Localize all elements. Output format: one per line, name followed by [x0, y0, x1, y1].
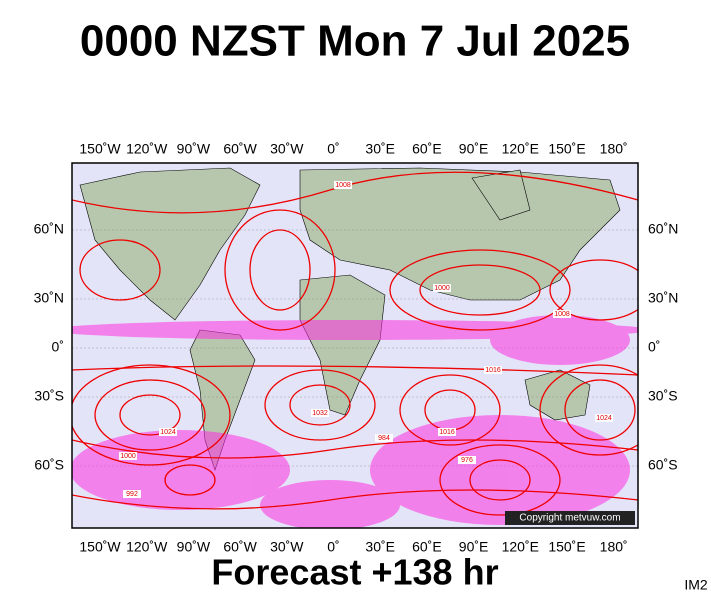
- bottom-lon-label: 150˚W: [79, 539, 121, 555]
- isobar-label-bg: [123, 490, 141, 498]
- isobar-label: 1000: [120, 453, 136, 460]
- title: 0000 NZST Mon 7 Jul 2025: [80, 17, 630, 66]
- isobar-label-bg: [438, 428, 456, 436]
- left-lat-label: 30˚N: [34, 290, 64, 306]
- bottom-lon-label: 60˚E: [412, 539, 442, 555]
- top-lon-label: 60˚W: [223, 141, 257, 157]
- left-lat-label: 30˚S: [34, 388, 64, 404]
- isobar-label: 1032: [312, 410, 328, 417]
- top-lon-label: 30˚E: [365, 141, 395, 157]
- copyright: Copyright metvuw.com: [519, 513, 620, 524]
- bottom-lon-label: 30˚W: [270, 539, 304, 555]
- rain-areas: [72, 315, 638, 528]
- bottom-lon-label: 90˚E: [459, 539, 489, 555]
- bottom-lon-label: 120˚E: [502, 539, 539, 555]
- isobar-label-bg: [159, 428, 177, 436]
- bottom-lon-label: 30˚E: [365, 539, 395, 555]
- top-lon-label: 180˚: [600, 141, 628, 157]
- bottom-lon-label: 0˚: [327, 539, 339, 555]
- isobar-label: 1024: [160, 429, 176, 436]
- isobar-label: 1016: [485, 367, 501, 374]
- left-lat-label: 60˚S: [34, 457, 64, 473]
- right-lat-label: 0˚: [648, 339, 660, 355]
- isobar-label: 1008: [554, 311, 570, 318]
- copyright-box: [505, 511, 635, 525]
- isobar-label-bg: [458, 456, 476, 464]
- isobar-labels: 1008 1016 1000 1024 1032 1016 1008 1000 1024 984 9…: [119, 181, 613, 498]
- isobar-label: 984: [378, 435, 390, 442]
- top-lon-label: 120˚W: [126, 141, 168, 157]
- isobar-label: 976: [461, 457, 473, 464]
- isobar-label-bg: [311, 409, 329, 417]
- top-lon-label: 120˚E: [502, 141, 539, 157]
- isobar-label-bg: [595, 414, 613, 422]
- isobar-label: 992: [126, 491, 138, 498]
- isobar-label-bg: [553, 310, 571, 318]
- isobar-label: 1000: [434, 285, 450, 292]
- bottom-lon-label: 90˚W: [177, 539, 211, 555]
- left-lat-label: 60˚N: [34, 221, 64, 237]
- right-lat-label: 60˚S: [648, 457, 678, 473]
- top-lon-label: 60˚E: [412, 141, 442, 157]
- map-frame: [71, 162, 639, 529]
- top-lon-label: 150˚E: [548, 141, 585, 157]
- image-code: IM2: [684, 577, 708, 593]
- bottom-lon-label: 60˚W: [223, 539, 257, 555]
- isobar-label-bg: [119, 452, 137, 460]
- isobar-label-bg: [375, 434, 393, 442]
- isobar-label-bg: [484, 366, 502, 374]
- map: 1008 1016 1000 1024 1032 1016 1008 1000 1024 984 9…: [72, 163, 638, 528]
- top-lon-label: 150˚W: [79, 141, 121, 157]
- bottom-lon-label: 120˚W: [126, 539, 168, 555]
- top-lon-label: 90˚W: [177, 141, 211, 157]
- right-lat-label: 60˚N: [648, 221, 678, 237]
- isobar-label-bg: [433, 284, 451, 292]
- isobar-label: 1016: [439, 429, 455, 436]
- bottom-lon-label: 150˚E: [548, 539, 585, 555]
- isobars: [72, 171, 638, 516]
- forecast: Forecast +138 hr: [211, 552, 498, 593]
- left-lat-label: 0˚: [52, 339, 64, 355]
- isobar-label: 1008: [335, 182, 351, 189]
- right-lat-label: 30˚N: [648, 290, 678, 306]
- top-lon-label: 90˚E: [459, 141, 489, 157]
- isobar-label-bg: [334, 181, 352, 189]
- axis-labels: 150˚W 120˚W 90˚W 60˚W 30˚W 0˚ 30˚E 60˚E 90˚E 120˚…: [34, 141, 679, 555]
- right-lat-label: 30˚S: [648, 388, 678, 404]
- isobar-label: 1024: [596, 415, 612, 422]
- top-lon-label: 30˚W: [270, 141, 304, 157]
- top-lon-label: 0˚: [327, 141, 339, 157]
- bottom-lon-label: 180˚: [600, 539, 628, 555]
